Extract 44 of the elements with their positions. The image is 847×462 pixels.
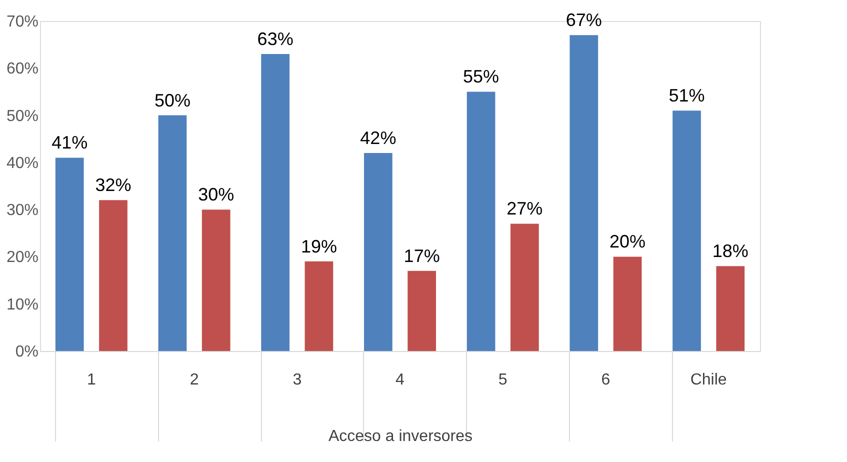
data-label: 50% (154, 90, 190, 110)
data-label: 18% (712, 241, 748, 262)
x-tick-label: 5 (498, 372, 508, 388)
bar (304, 261, 334, 351)
data-label: 27% (506, 198, 543, 219)
data-label: 17% (404, 246, 440, 266)
bar (613, 256, 642, 351)
bar (466, 92, 496, 351)
x-tick-label: Chile (690, 372, 727, 388)
data-label: 20% (610, 232, 646, 252)
bar (158, 115, 187, 351)
y-tick-label: 50% (6, 108, 38, 125)
data-label: 30% (198, 184, 234, 205)
y-tick-label: 40% (6, 154, 38, 172)
data-label: 32% (95, 175, 132, 196)
bar (364, 153, 392, 351)
bar (99, 200, 128, 351)
x-tick-label: 1 (86, 372, 96, 388)
data-label: 19% (300, 236, 337, 256)
data-label: 51% (668, 86, 705, 106)
data-label: 55% (463, 66, 500, 87)
y-tick-label: 10% (6, 296, 38, 314)
y-tick-label: 30% (6, 202, 38, 220)
data-label: 41% (52, 132, 88, 153)
bar (716, 266, 745, 351)
bar (570, 35, 598, 351)
x-tick-label: 6 (601, 372, 610, 388)
x-axis-title: Acceso a inversores (328, 428, 473, 445)
bar (510, 224, 539, 351)
x-tick-label: 3 (292, 372, 302, 388)
bar (202, 210, 230, 351)
bar (408, 270, 436, 351)
data-label: 63% (257, 29, 294, 49)
y-tick-label: 60% (6, 60, 38, 78)
x-tick-label: 4 (396, 372, 405, 388)
x-tick-label: 2 (190, 372, 199, 388)
bar (672, 110, 701, 351)
bar (261, 54, 290, 351)
data-label: 42% (360, 128, 396, 148)
y-tick-label: 20% (6, 249, 38, 266)
data-label: 67% (566, 10, 602, 30)
y-tick-label: 70% (6, 14, 38, 30)
bar (55, 158, 84, 351)
y-tick-label: 0% (15, 344, 38, 360)
